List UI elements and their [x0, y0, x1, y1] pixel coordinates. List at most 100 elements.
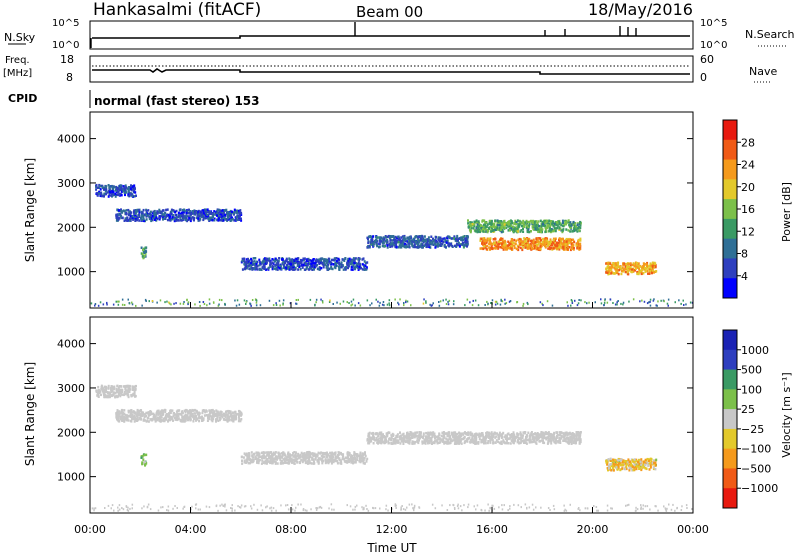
echo-cell: [537, 230, 540, 233]
echo-cell: [519, 242, 522, 245]
echo-cell: [544, 230, 547, 234]
echo-cell: [310, 262, 313, 266]
echo-cell: [287, 451, 290, 454]
echo-cell: [380, 434, 383, 438]
clutter-cell: [423, 298, 425, 301]
echo-cell: [555, 223, 558, 227]
echo-cell: [615, 263, 618, 267]
echo-cell: [184, 410, 187, 414]
echo-cell: [243, 452, 246, 455]
clutter-cell: [403, 304, 405, 307]
echo-cell: [391, 235, 394, 238]
echo-cell: [403, 238, 405, 242]
echo-cell: [184, 413, 187, 417]
echo-cell: [99, 390, 102, 393]
echo-cell: [578, 246, 581, 250]
echo-cell: [140, 418, 143, 421]
echo-cell: [252, 453, 255, 456]
clutter-cell: [663, 300, 665, 303]
echo-cell: [123, 416, 126, 419]
echo-cell: [579, 237, 582, 241]
echo-cell: [292, 262, 295, 265]
echo-cell: [332, 258, 335, 262]
echo-cell: [307, 258, 310, 262]
echo-cell: [541, 240, 544, 244]
clutter-cell: [187, 302, 189, 305]
clutter-cell: [297, 298, 299, 301]
echo-cell: [518, 240, 521, 244]
echo-cell: [240, 455, 243, 459]
echo-cell: [544, 246, 547, 249]
echo-cell: [477, 222, 480, 225]
echo-cell: [226, 210, 229, 214]
echo-cell: [303, 262, 306, 265]
nsky-label: N.Sky: [4, 31, 36, 44]
echo-cell: [277, 451, 280, 454]
echo-cell: [169, 218, 172, 221]
echo-cell: [132, 392, 135, 396]
echo-cell: [134, 214, 137, 217]
echo-cell: [192, 210, 194, 213]
echo-cell: [294, 266, 297, 270]
echo-cell: [269, 265, 272, 268]
echo-cell: [117, 386, 120, 389]
echo-cell: [135, 215, 138, 218]
echo-cell: [302, 263, 305, 267]
echo-cell: [326, 459, 329, 463]
clutter-cell: [166, 300, 168, 303]
echo-cell: [324, 461, 327, 465]
echo-cell: [240, 411, 243, 415]
echo-cell: [518, 223, 521, 226]
cpid-text: normal (fast stereo) 153: [94, 94, 260, 108]
echo-cell: [274, 460, 276, 463]
echo-cell: [128, 186, 130, 189]
echo-cell: [329, 260, 332, 264]
echo-cell: [335, 257, 338, 260]
nave-label: Nave: [749, 65, 777, 78]
echo-cell: [176, 409, 179, 412]
echo-cell: [333, 257, 336, 260]
echo-cell: [137, 412, 140, 415]
clutter-cell: [504, 298, 506, 301]
echo-cell: [271, 265, 274, 268]
clutter-cell: [314, 304, 316, 307]
echo-cell: [625, 263, 627, 266]
echo-cell: [605, 271, 608, 274]
echo-cell: [230, 413, 233, 416]
echo-cell: [364, 264, 367, 267]
echo-cell: [131, 413, 134, 417]
echo-cell: [418, 235, 420, 239]
clutter-cell: [145, 300, 147, 302]
echo-cell: [507, 229, 510, 232]
echo-cell: [642, 272, 645, 275]
clutter-cell: [439, 300, 442, 303]
echo-cell: [136, 210, 139, 213]
echo-cell: [169, 411, 172, 414]
echo-cell: [133, 390, 136, 393]
echo-cell: [290, 461, 293, 464]
echo-cell: [223, 209, 226, 212]
echo-cell: [277, 453, 280, 457]
echo-cell: [517, 248, 520, 252]
echo-cell: [294, 261, 297, 265]
echo-cell: [205, 209, 208, 212]
echo-cell: [191, 216, 194, 219]
echo-cell: [105, 188, 108, 191]
echo-cell: [390, 243, 393, 246]
echo-cell: [621, 266, 624, 269]
echo-cell: [169, 212, 172, 216]
echo-cell: [186, 219, 189, 223]
clutter-cell: [315, 301, 317, 304]
clutter-cell: [508, 300, 511, 303]
echo-cell: [609, 266, 612, 270]
echo-cell: [150, 410, 153, 414]
echo-cell: [123, 391, 126, 394]
echo-cell: [319, 452, 322, 455]
echo-cell: [477, 226, 480, 230]
echo-cell: [247, 258, 249, 262]
echo-cell: [532, 227, 535, 231]
echo-cell: [357, 258, 360, 261]
echo-cell: [218, 211, 221, 214]
echo-cell: [372, 244, 375, 247]
echo-cell: [631, 263, 634, 267]
